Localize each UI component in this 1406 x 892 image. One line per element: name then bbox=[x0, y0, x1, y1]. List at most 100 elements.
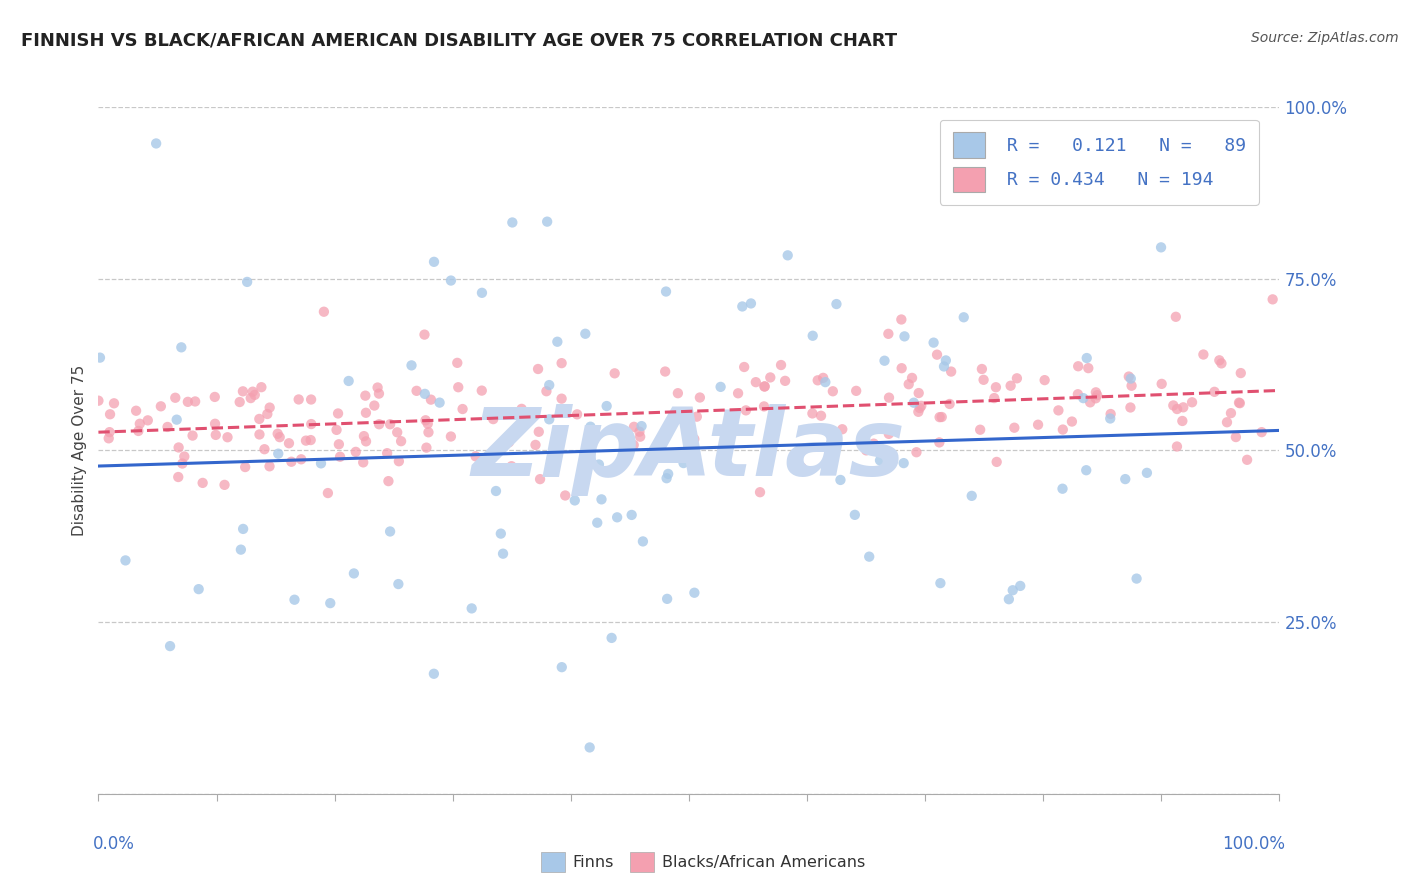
Point bbox=[676, 417, 699, 431]
Point bbox=[740, 296, 762, 310]
Point bbox=[862, 436, 884, 450]
Point bbox=[309, 456, 332, 470]
Point bbox=[1166, 440, 1188, 454]
Point bbox=[983, 391, 1005, 405]
Point bbox=[354, 434, 377, 449]
Point bbox=[595, 399, 617, 413]
Point bbox=[232, 522, 254, 536]
Point bbox=[810, 409, 832, 423]
Point bbox=[423, 666, 446, 681]
Point bbox=[614, 444, 637, 458]
Point bbox=[501, 215, 523, 229]
Point bbox=[825, 297, 848, 311]
Point bbox=[97, 431, 120, 445]
Point bbox=[295, 434, 318, 448]
Point bbox=[908, 401, 931, 415]
Point bbox=[267, 426, 290, 441]
Point bbox=[204, 390, 226, 404]
Point bbox=[536, 384, 558, 399]
Point bbox=[1005, 371, 1028, 385]
Point bbox=[239, 391, 262, 405]
Point bbox=[250, 380, 273, 394]
Point bbox=[125, 403, 148, 417]
Point bbox=[527, 362, 550, 376]
Point bbox=[901, 371, 924, 385]
Point bbox=[177, 394, 200, 409]
Point bbox=[156, 420, 179, 434]
Point bbox=[529, 472, 551, 486]
Point bbox=[128, 417, 150, 431]
Point bbox=[440, 274, 463, 288]
Point bbox=[727, 386, 749, 401]
Point bbox=[807, 373, 830, 387]
Point bbox=[538, 378, 561, 392]
Point bbox=[416, 417, 439, 431]
Point bbox=[801, 328, 824, 343]
Text: ZipAtlas: ZipAtlas bbox=[472, 404, 905, 497]
Point bbox=[1033, 373, 1056, 387]
Point bbox=[233, 460, 256, 475]
Point bbox=[998, 592, 1021, 607]
Point bbox=[149, 400, 172, 414]
Point bbox=[492, 547, 515, 561]
Point bbox=[1084, 392, 1107, 406]
Point bbox=[893, 456, 915, 470]
Point bbox=[1250, 425, 1272, 439]
Point bbox=[932, 359, 955, 374]
Point bbox=[655, 285, 678, 299]
Point bbox=[1150, 376, 1173, 391]
Point bbox=[283, 592, 305, 607]
Point bbox=[204, 428, 226, 442]
Point bbox=[877, 391, 900, 405]
Point bbox=[1067, 387, 1090, 401]
Point bbox=[256, 407, 278, 421]
Point bbox=[683, 432, 706, 446]
Point bbox=[579, 419, 602, 434]
Point bbox=[1229, 366, 1251, 380]
Point bbox=[1114, 472, 1136, 486]
Point bbox=[136, 413, 159, 427]
Point bbox=[939, 365, 962, 379]
Point bbox=[290, 452, 312, 467]
Point bbox=[387, 577, 409, 591]
Point bbox=[1125, 572, 1147, 586]
Point bbox=[217, 430, 239, 444]
Point bbox=[242, 384, 264, 399]
Point bbox=[952, 310, 974, 325]
Point bbox=[1229, 396, 1251, 410]
Point bbox=[877, 326, 900, 341]
Point bbox=[657, 467, 679, 481]
Point bbox=[527, 425, 550, 439]
Point bbox=[1099, 407, 1122, 421]
Point bbox=[405, 384, 427, 398]
Point bbox=[1078, 395, 1101, 409]
Point bbox=[1047, 403, 1070, 417]
Point bbox=[259, 401, 281, 415]
Point bbox=[831, 422, 853, 436]
Point bbox=[1204, 384, 1226, 399]
Point bbox=[489, 526, 512, 541]
Point bbox=[259, 459, 281, 474]
Point bbox=[319, 596, 342, 610]
Point bbox=[928, 435, 950, 450]
Point bbox=[328, 437, 350, 451]
Point bbox=[243, 388, 266, 402]
Point bbox=[683, 586, 706, 600]
Point bbox=[299, 433, 322, 447]
Point bbox=[191, 475, 214, 490]
Point bbox=[551, 660, 574, 674]
Point bbox=[1085, 388, 1108, 402]
Point bbox=[845, 384, 868, 398]
Point bbox=[145, 136, 167, 151]
Point bbox=[368, 417, 391, 432]
Point bbox=[1163, 399, 1185, 413]
Point bbox=[1077, 361, 1099, 376]
Point bbox=[538, 412, 561, 426]
Point bbox=[928, 410, 950, 425]
Point bbox=[591, 492, 613, 507]
Point bbox=[267, 447, 290, 461]
Point bbox=[166, 412, 188, 426]
Point bbox=[628, 430, 651, 444]
Point bbox=[167, 441, 190, 455]
Point bbox=[666, 386, 689, 401]
